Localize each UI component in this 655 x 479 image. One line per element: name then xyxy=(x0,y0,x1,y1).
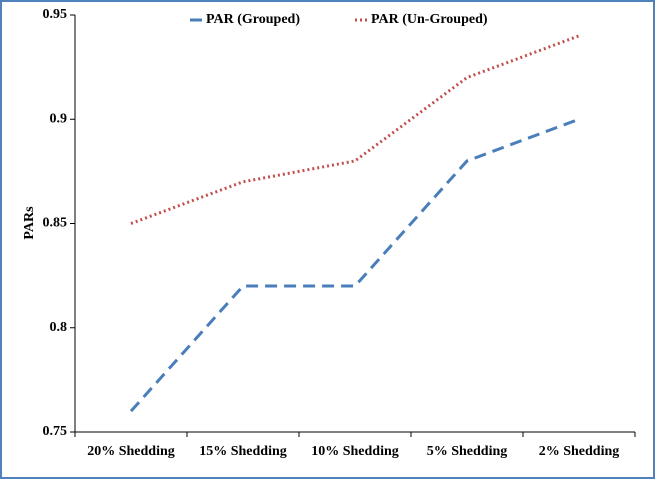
y-tick-label: 0.75 xyxy=(43,424,68,439)
y-tick-label: 0.8 xyxy=(50,320,68,335)
y-tick-label: 0.85 xyxy=(43,216,68,231)
x-tick-label: 10% Shedding xyxy=(311,444,399,459)
x-tick-label: 5% Shedding xyxy=(427,444,508,459)
y-tick-label: 0.9 xyxy=(50,111,68,126)
legend-label: PAR (Un-Grouped) xyxy=(371,12,488,27)
x-tick-label: 20% Shedding xyxy=(87,444,175,459)
y-axis-label: PARs xyxy=(22,206,37,240)
x-tick-label: 15% Shedding xyxy=(199,444,287,459)
x-tick-label: 2% Shedding xyxy=(539,444,620,459)
y-tick-label: 0.95 xyxy=(43,7,68,22)
legend-label: PAR (Grouped) xyxy=(206,12,300,27)
